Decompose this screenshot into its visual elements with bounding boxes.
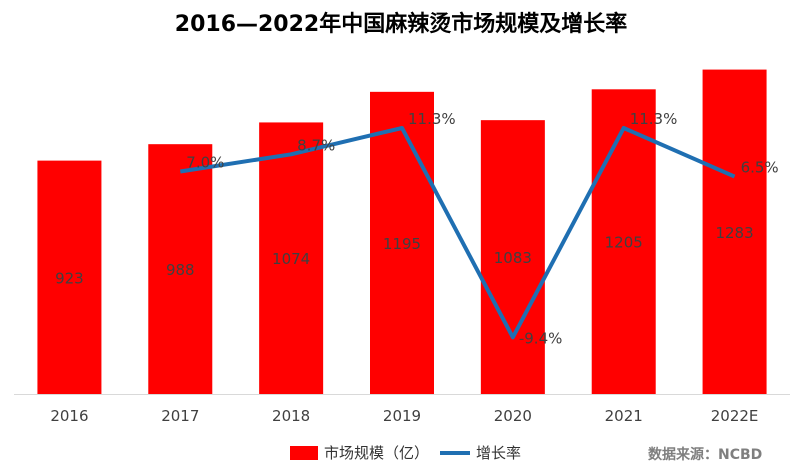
bar-2020 (480, 120, 545, 395)
legend-bar-swatch (290, 445, 318, 460)
bar-2022E (702, 69, 767, 394)
bar-value-label: 1195 (383, 235, 421, 253)
bar-value-label: 1283 (715, 224, 753, 242)
x-tick-label: 2021 (605, 407, 643, 425)
bar-value-label: 1205 (605, 234, 643, 252)
growth-line (179, 125, 736, 340)
bar-2018 (259, 122, 324, 394)
x-tick-label: 2020 (494, 407, 532, 425)
legend-bar-label: 市场规模（亿） (324, 444, 430, 462)
bar-value-label: 988 (166, 261, 195, 279)
growth-value-label: -9.4% (519, 329, 563, 347)
x-tick-label: 2016 (50, 407, 88, 425)
legend-line-swatch (440, 450, 470, 455)
growth-value-label: 6.5% (741, 159, 779, 177)
growth-value-label: 11.3% (630, 110, 678, 128)
x-tick-label: 2017 (161, 407, 199, 425)
bar-2021 (591, 89, 656, 395)
legend-line-label: 增长率 (476, 444, 522, 462)
x-tick-label: 2022E (711, 407, 759, 425)
x-tick-label: 2019 (383, 407, 421, 425)
growth-value-label: 11.3% (408, 110, 456, 128)
legend-line: 增长率 (440, 442, 521, 463)
growth-value-label: 7.0% (186, 153, 224, 171)
chart-title: 2016—2022年中国麻辣烫市场规模及增长率 (174, 12, 628, 37)
bar-value-label: 1074 (272, 250, 310, 268)
legend-bar: 市场规模（亿） (290, 442, 429, 463)
x-tick-label: 2018 (272, 407, 310, 425)
bar-value-label: 1083 (494, 249, 532, 267)
bar-2016 (37, 160, 102, 394)
growth-value-label: 8.7% (297, 136, 335, 154)
source-note: 数据来源：NCBD (648, 447, 763, 463)
bar-value-label: 923 (55, 269, 84, 287)
bar-2019 (370, 91, 434, 394)
bar-2017 (148, 144, 213, 394)
